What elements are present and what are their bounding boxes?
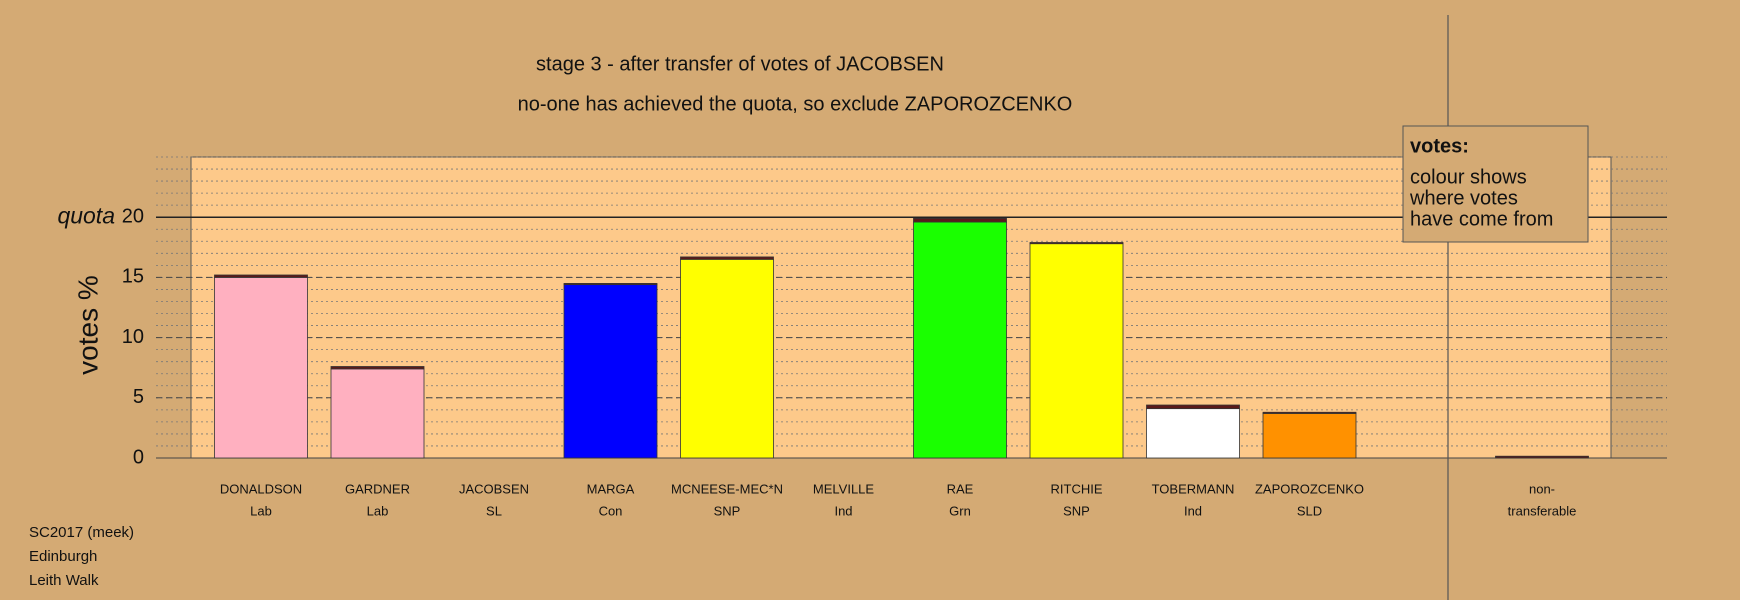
y-tick-label: 15: [122, 266, 144, 288]
x-tick-label: JACOBSEN: [459, 481, 529, 496]
bar-segment: [1262, 413, 1357, 459]
bar-segment: [1146, 404, 1240, 410]
bar-segment: [214, 274, 308, 278]
x-tick-label: DONALDSON: [220, 481, 302, 496]
footnote: Leith Walk: [29, 572, 99, 589]
bar-segment: [563, 283, 658, 286]
x-tick-sublabel: Grn: [949, 503, 971, 518]
chart-title: stage 3 - after transfer of votes of JAC…: [536, 53, 944, 75]
x-tick-label: MELVILLE: [813, 481, 875, 496]
bar-segment: [330, 368, 425, 459]
x-tick-sublabel: SNP: [714, 503, 741, 518]
bar-segment: [913, 221, 1007, 459]
y-tick-label: 20: [122, 205, 144, 227]
y-tick-label: 10: [122, 326, 144, 348]
footnote: Edinburgh: [29, 548, 97, 565]
x-tick-sublabel: SL: [486, 503, 502, 518]
x-tick-label: ZAPOROZCENKO: [1255, 481, 1364, 496]
x-tick-sublabel: transferable: [1508, 503, 1577, 518]
bars: [214, 218, 1589, 459]
bar-segment: [1029, 242, 1124, 245]
legend-text: where votes: [1409, 187, 1518, 209]
x-tick-sublabel: Con: [599, 503, 623, 518]
x-tick-label: RITCHIE: [1051, 481, 1103, 496]
bar-segment: [680, 258, 774, 459]
x-tick-sublabel: Ind: [1184, 503, 1202, 518]
bar-segment: [563, 284, 658, 459]
x-tick-label: non-: [1529, 481, 1555, 496]
chart-subtitle: no-one has achieved the quota, so exclud…: [518, 93, 1073, 115]
x-tick-label: MARGA: [587, 481, 635, 496]
bar-segment: [1146, 408, 1240, 459]
bar-segment: [1495, 455, 1589, 459]
x-tick-sublabel: Lab: [250, 503, 272, 518]
bar-segment: [913, 218, 1007, 223]
legend-box: [1402, 125, 1589, 243]
x-tick-label: TOBERMANN: [1152, 481, 1235, 496]
bar-segment: [680, 256, 774, 260]
x-tick-label: MCNEESE-MEC*N: [671, 481, 783, 496]
legend-title: votes:: [1410, 135, 1469, 157]
bar-segment: [1262, 411, 1357, 414]
plot-panel: [190, 156, 1612, 459]
y-tick-label: 0: [133, 446, 144, 468]
grid: [156, 156, 1667, 459]
bar-segment: [330, 366, 425, 370]
x-tick-label: GARDNER: [345, 481, 410, 496]
footnote: SC2017 (meek): [29, 524, 134, 541]
x-tick-sublabel: Lab: [367, 503, 389, 518]
bar-segment: [1029, 243, 1124, 459]
quota-label: quota: [57, 202, 115, 228]
x-tick-sublabel: SNP: [1063, 503, 1090, 518]
x-tick-label: RAE: [947, 481, 974, 496]
bar-segment: [214, 276, 308, 459]
legend-text: colour shows: [1410, 166, 1527, 188]
y-tick-label: 5: [133, 386, 144, 408]
x-tick-sublabel: Ind: [834, 503, 852, 518]
legend-text: have come from: [1410, 208, 1553, 230]
x-tick-sublabel: SLD: [1297, 503, 1322, 518]
y-axis-label: votes %: [72, 275, 103, 375]
